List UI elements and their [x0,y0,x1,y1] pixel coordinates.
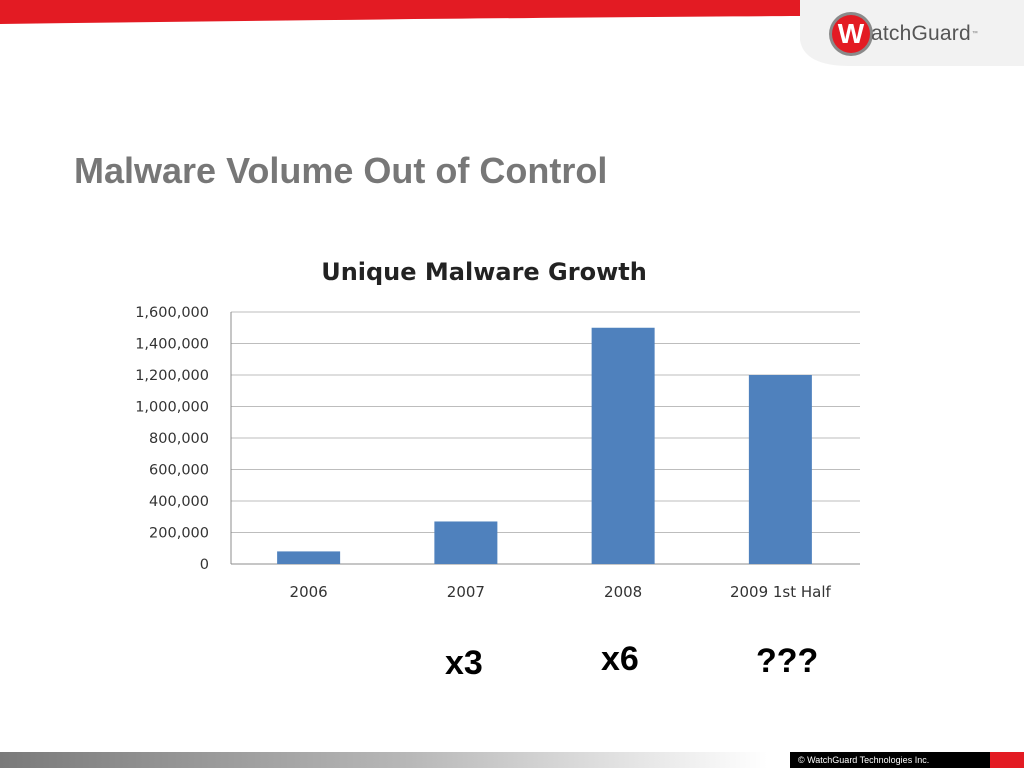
y-tick-label: 800,000 [149,431,209,447]
bar-2008 [591,327,655,564]
y-tick-label: 1,000,000 [135,400,209,416]
x-tick-label: 2006 [290,583,328,601]
multiplier-2007: x3 [445,644,483,682]
chart-title: Unique Malware Growth [321,258,647,286]
x-tick-label: 2009 1st Half [730,583,832,601]
y-tick-label: 0 [200,557,209,573]
footer-bar [0,752,1024,768]
x-tick-label: 2008 [604,583,642,601]
header-red-swoosh [0,0,800,24]
y-tick-label: 1,200,000 [135,368,209,384]
slide-title: Malware Volume Out of Control [74,150,608,191]
chart-container: Unique Malware Growth 0 200,000 400,000 600,… [96,236,876,622]
bar-2006 [277,551,341,564]
y-tick-label: 200,000 [149,526,209,542]
y-tick-label: 600,000 [149,463,209,479]
bar-chart: Unique Malware Growth 0 200,000 400,000 600,… [96,236,876,622]
bar-2009-1st-half [748,375,812,564]
bar-2007 [434,521,498,564]
x-tick-label: 2007 [447,583,485,601]
y-tick-label: 1,400,000 [135,337,209,353]
logo-text: atchGuard [871,22,971,45]
multiplier-2008: x6 [601,640,639,678]
y-tick-label: 400,000 [149,494,209,510]
y-tick-label: 1,600,000 [135,305,209,321]
footer-copyright: © WatchGuard Technologies Inc. [790,752,990,768]
multiplier-2009: ??? [756,642,819,680]
logo-w-icon: W [832,15,870,53]
logo-trademark: ™ [971,31,978,37]
footer-red-accent [990,752,1024,768]
watchguard-logo: W atchGuard ™ [832,12,978,56]
